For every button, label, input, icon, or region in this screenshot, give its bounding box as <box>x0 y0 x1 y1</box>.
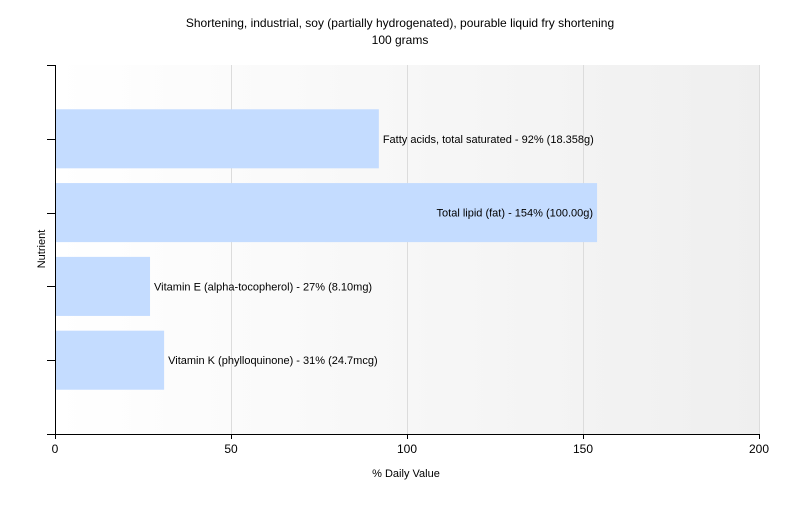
chart-title: Shortening, industrial, soy (partially h… <box>186 16 614 30</box>
x-axis-label: % Daily Value <box>372 468 440 480</box>
x-tick-label: 0 <box>52 442 59 456</box>
bar-data-label: Vitamin E (alpha-tocopherol) - 27% (8.10… <box>154 281 372 293</box>
bar-data-label: Fatty acids, total saturated - 92% (18.3… <box>383 134 594 146</box>
chart-subtitle: 100 grams <box>372 33 429 47</box>
x-tick-label: 150 <box>573 442 593 456</box>
bar-data-label: Total lipid (fat) - 154% (100.00g) <box>437 208 594 220</box>
x-tick-label: 50 <box>224 442 238 456</box>
bar <box>55 109 379 169</box>
axes: 0 50 100 150 200 <box>47 65 769 456</box>
bar-data-label: Vitamin K (phylloquinone) - 31% (24.7mcg… <box>168 355 378 367</box>
bar <box>55 256 151 316</box>
x-tick-label: 200 <box>749 442 769 456</box>
x-tick-label: 100 <box>397 442 417 456</box>
bars: Fatty acids, total saturated - 92% (18.3… <box>55 109 598 390</box>
y-axis-label: Nutrient <box>36 230 48 269</box>
bar <box>55 183 598 243</box>
bar <box>55 330 165 390</box>
